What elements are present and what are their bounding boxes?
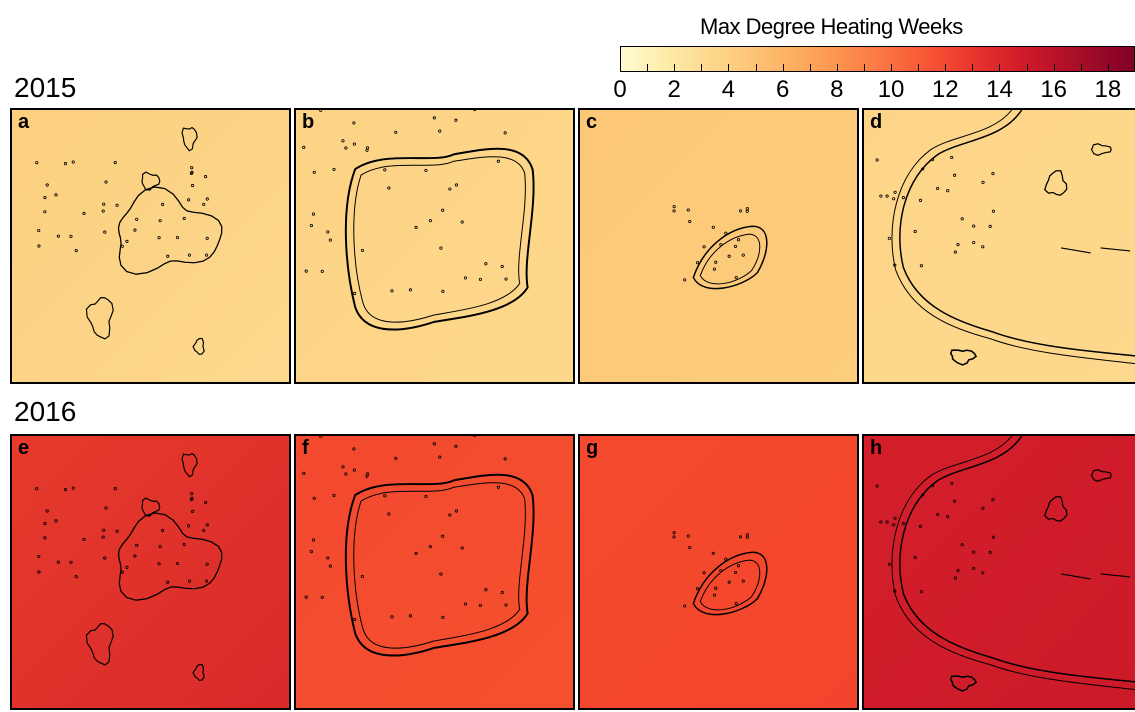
reef-outline	[875, 110, 1135, 366]
colorbar-tick	[701, 64, 703, 72]
panel-letter: c	[586, 111, 598, 133]
reef-outline	[302, 110, 535, 331]
panel-letter: g	[586, 437, 599, 459]
colorbar-tick-label: 18	[1094, 76, 1122, 103]
colorbar-tick	[972, 64, 974, 72]
reef-outline	[35, 126, 223, 356]
reef-outline	[672, 531, 768, 616]
panel-letter: b	[302, 111, 315, 133]
colorbar-tick	[836, 64, 838, 72]
colorbar-tick	[945, 64, 947, 72]
map-panel-d: d	[862, 108, 1135, 384]
colorbar-tick-label: 2	[667, 76, 681, 103]
colorbar-ticks	[620, 60, 1135, 72]
colorbar-tick	[647, 64, 649, 72]
map-panel-h: h	[862, 434, 1135, 710]
colorbar-tick-label: 12	[931, 76, 959, 103]
colorbar-tick-label: 6	[775, 76, 790, 103]
panel-letter: a	[18, 111, 30, 133]
map-panel-e: e	[10, 434, 291, 710]
reef-outline	[672, 205, 768, 290]
map-panel-g: g	[578, 434, 859, 710]
colorbar-tick-label: 16	[1040, 76, 1068, 103]
colorbar-tick	[782, 64, 784, 72]
year-label-2016: 2016	[14, 396, 77, 427]
colorbar-tick-label: 0	[613, 76, 627, 103]
map-panel-c: c	[578, 108, 859, 384]
colorbar-tick	[1107, 64, 1109, 72]
colorbar-tick	[1080, 64, 1082, 72]
year-label-2015: 2015	[14, 72, 77, 103]
colorbar-tick	[918, 64, 920, 72]
legend-title: Max Degree Heating Weeks	[700, 14, 963, 39]
map-panel-b: b	[294, 108, 575, 384]
colorbar-tick	[891, 64, 893, 72]
colorbar-tick	[1053, 64, 1055, 72]
colorbar-tick	[1026, 64, 1028, 72]
colorbar-tick-label: 14	[986, 76, 1013, 103]
map-panel-f: f	[294, 434, 575, 710]
panel-letter: f	[302, 437, 309, 459]
colorbar-tick	[728, 64, 730, 72]
reef-outline	[35, 452, 223, 682]
colorbar-tick	[809, 64, 811, 72]
colorbar-tick	[863, 64, 865, 72]
colorbar-tick-label: 8	[830, 76, 844, 103]
colorbar-tick-label: 4	[721, 76, 736, 103]
colorbar-tick	[674, 64, 676, 72]
colorbar-tick-label: 10	[877, 76, 905, 103]
panel-letter: d	[870, 111, 883, 133]
panel-letter: h	[870, 437, 883, 459]
map-panel-a: a	[10, 108, 291, 384]
panel-letter: e	[18, 437, 30, 459]
colorbar-tick	[999, 64, 1001, 72]
colorbar	[620, 46, 1135, 72]
reef-outline	[875, 436, 1135, 692]
reef-outline	[302, 436, 535, 657]
colorbar-tick	[755, 64, 757, 72]
